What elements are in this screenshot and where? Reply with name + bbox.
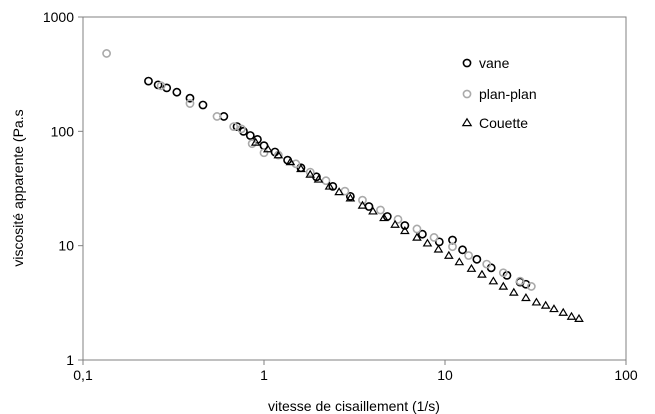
- x-tick-label: 0,1: [73, 367, 93, 383]
- data-point-vane: [328, 181, 338, 191]
- data-point-couette: [540, 300, 551, 309]
- legend-label-plan-plan: plan-plan: [479, 86, 537, 102]
- legend: vane plan-plan Couette: [461, 55, 537, 131]
- y-axis-title: viscosité apparente (Pa.s: [10, 109, 26, 266]
- data-point-plan-plan: [156, 81, 166, 91]
- data-point-vane: [144, 76, 153, 86]
- data-point-couette: [305, 169, 316, 178]
- y-tick-label: 10: [58, 238, 74, 254]
- plot-frame: [82, 16, 627, 361]
- data-point-couette: [400, 225, 410, 235]
- data-point-couette: [273, 150, 284, 159]
- data-point-couette: [379, 213, 389, 222]
- data-point-plan-plan: [515, 276, 525, 286]
- data-point-couette: [566, 311, 577, 320]
- data-point-couette: [357, 200, 368, 209]
- data-point-couette: [521, 293, 531, 302]
- data-point-vane: [245, 131, 255, 140]
- data-point-plan-plan: [393, 214, 403, 224]
- data-point-plan-plan: [259, 148, 269, 158]
- data-point-couette: [549, 304, 559, 313]
- legend-item-plan-plan: plan-plan: [462, 86, 537, 102]
- data-point-couette: [531, 297, 542, 306]
- data-point-vane: [400, 221, 410, 230]
- data-point-vane: [458, 245, 467, 255]
- data-point-couette: [443, 250, 454, 259]
- data-point-couette: [313, 174, 324, 183]
- data-point-vane: [239, 126, 248, 136]
- data-point-couette: [508, 287, 519, 296]
- data-point-couette: [412, 232, 422, 241]
- data-point-couette: [454, 257, 465, 266]
- x-tick-label: 100: [614, 367, 638, 383]
- data-point-couette: [558, 307, 569, 316]
- y-tick-label: 100: [51, 123, 75, 139]
- data-point-couette: [250, 137, 261, 146]
- data-point-couette: [334, 187, 344, 196]
- legend-marker-vane: [462, 58, 472, 68]
- x-tick-label: 10: [437, 367, 453, 383]
- data-point-vane: [417, 229, 427, 239]
- data-point-couette: [324, 181, 335, 190]
- data-point-vane: [172, 87, 182, 97]
- data-point-couette: [390, 219, 400, 228]
- data-point-plan-plan: [291, 159, 301, 169]
- data-point-plan-plan: [429, 233, 439, 242]
- data-point-plan-plan: [236, 124, 246, 134]
- data-point-couette: [433, 244, 444, 253]
- data-point-vane: [162, 83, 172, 93]
- legend-label-vane: vane: [479, 55, 510, 71]
- data-point-plan-plan: [102, 49, 111, 58]
- data-point-vane: [472, 254, 482, 264]
- data-point-vane: [345, 191, 355, 201]
- series-couette: [250, 137, 584, 322]
- data-point-couette: [296, 164, 306, 173]
- data-point-plan-plan: [376, 205, 385, 215]
- data-point-plan-plan: [526, 282, 536, 291]
- data-point-plan-plan: [412, 224, 422, 234]
- legend-item-couette: Couette: [461, 115, 528, 131]
- data-point-plan-plan: [247, 139, 257, 149]
- data-point-plan-plan: [498, 268, 508, 278]
- legend-label-couette: Couette: [479, 115, 528, 131]
- series-plan-plan: [102, 49, 536, 291]
- data-point-vane: [253, 135, 262, 144]
- data-point-plan-plan: [482, 259, 492, 269]
- data-point-couette: [345, 193, 356, 202]
- data-point-plan-plan: [229, 122, 239, 132]
- data-point-vane: [434, 237, 444, 247]
- plot-area: [82, 16, 627, 361]
- data-point-couette: [285, 157, 296, 166]
- data-point-couette: [488, 276, 499, 285]
- data-point-vane: [185, 93, 195, 103]
- data-point-couette: [422, 238, 433, 247]
- x-axis-title: vitesse de cisaillement (1/s): [268, 398, 440, 414]
- data-point-plan-plan: [358, 195, 367, 205]
- y-tick-label: 1: [66, 352, 74, 368]
- data-point-plan-plan: [321, 176, 331, 186]
- data-point-plan-plan: [448, 242, 457, 252]
- legend-marker-couette: [461, 117, 473, 127]
- data-point-couette: [498, 281, 509, 290]
- data-point-vane: [232, 122, 242, 132]
- data-point-couette: [466, 263, 477, 272]
- data-point-couette: [368, 206, 378, 215]
- data-point-plan-plan: [464, 251, 473, 260]
- points-layer: [102, 49, 584, 322]
- data-point-vane: [198, 100, 208, 110]
- data-point-couette: [262, 144, 273, 153]
- data-point-plan-plan: [305, 167, 315, 177]
- legend-marker-plan-plan: [462, 89, 472, 99]
- data-point-couette: [477, 269, 487, 278]
- data-point-plan-plan: [212, 112, 222, 121]
- legend-item-vane: vane: [462, 55, 510, 71]
- x-tick-label: 1: [260, 367, 268, 383]
- data-point-plan-plan: [185, 99, 195, 108]
- data-point-couette: [574, 313, 584, 322]
- y-tick-label: 1000: [43, 9, 74, 25]
